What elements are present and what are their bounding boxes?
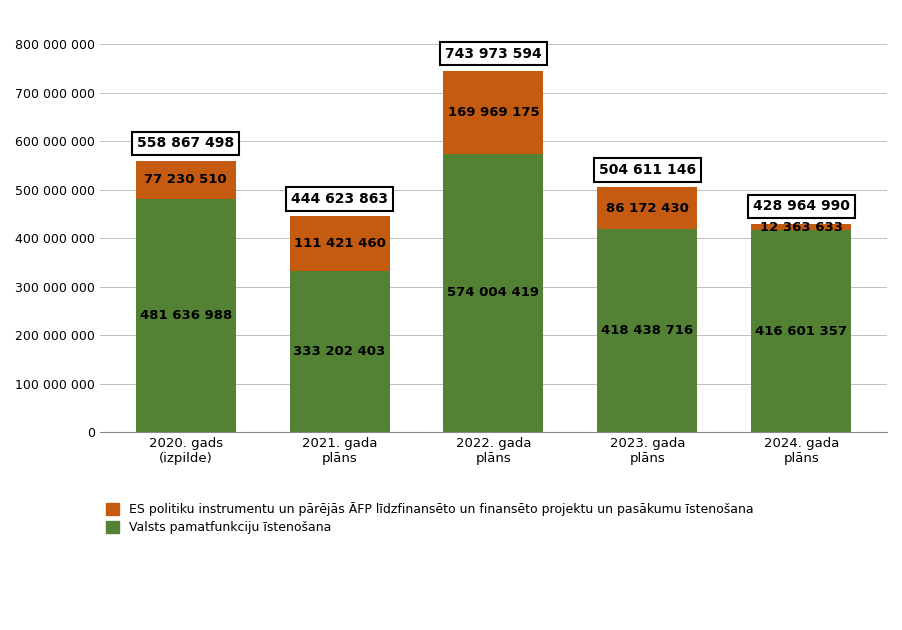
Text: 574 004 419: 574 004 419: [447, 287, 539, 299]
Bar: [597, 229, 697, 432]
Text: 743 973 594: 743 973 594: [445, 47, 542, 60]
Text: 416 601 357: 416 601 357: [755, 324, 847, 338]
Text: 111 421 460: 111 421 460: [294, 237, 385, 250]
Bar: [444, 154, 543, 432]
Bar: [751, 230, 851, 432]
Text: 428 964 990: 428 964 990: [753, 199, 850, 214]
Text: 333 202 403: 333 202 403: [293, 345, 386, 358]
Text: 481 636 988: 481 636 988: [140, 309, 232, 322]
Text: 504 611 146: 504 611 146: [599, 163, 695, 176]
Bar: [135, 161, 235, 198]
Text: 418 438 716: 418 438 716: [602, 324, 694, 337]
Bar: [135, 198, 235, 432]
Legend: ES politiku instrumentu un pārējās ĀFP līdzfinansēto un finansēto projektu un pa: ES politiku instrumentu un pārējās ĀFP l…: [106, 502, 753, 534]
Bar: [444, 71, 543, 154]
Text: 12 363 633: 12 363 633: [759, 220, 842, 234]
Text: 169 969 175: 169 969 175: [447, 106, 539, 119]
Text: 77 230 510: 77 230 510: [144, 173, 227, 186]
Text: 444 623 863: 444 623 863: [291, 192, 388, 206]
Bar: [290, 217, 390, 270]
Text: 558 867 498: 558 867 498: [137, 136, 235, 151]
Bar: [597, 187, 697, 229]
Text: 86 172 430: 86 172 430: [606, 202, 689, 215]
Bar: [751, 224, 851, 230]
Bar: [290, 270, 390, 432]
